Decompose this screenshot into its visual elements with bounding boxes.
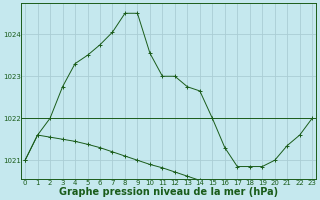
- X-axis label: Graphe pression niveau de la mer (hPa): Graphe pression niveau de la mer (hPa): [59, 187, 278, 197]
